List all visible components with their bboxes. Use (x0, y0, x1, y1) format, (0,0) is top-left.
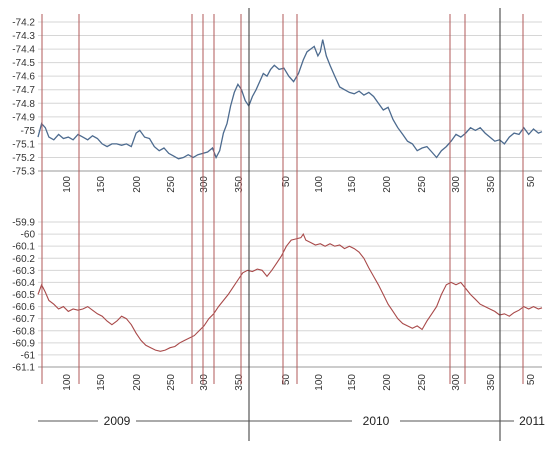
x-tick-label: 200 (132, 176, 143, 193)
y-tick-label: -60.4 (12, 278, 35, 289)
year-label: 2010 (363, 414, 390, 428)
x-tick-label: 250 (417, 176, 428, 193)
x-tick-label: 200 (132, 374, 143, 391)
y-tick-label: -74.2 (12, 18, 35, 29)
y-tick-label: -75 (21, 126, 36, 137)
year-label: 2011 (519, 414, 545, 428)
y-tick-label: -60.7 (12, 314, 35, 325)
vertical-marker-lines (41, 14, 524, 384)
x-tick-label: 350 (234, 374, 245, 391)
x-tick-label: 150 (347, 374, 358, 391)
x-tick-label: 200 (382, 176, 393, 193)
year-axis: 2009 2010 2011 (38, 8, 545, 441)
x-tick-label: 100 (314, 374, 325, 391)
x-tick-label: 200 (382, 374, 393, 391)
x-tick-label: 100 (62, 374, 73, 391)
x-tick-label: 150 (96, 176, 107, 193)
y-tick-label: -75.3 (12, 167, 35, 178)
x-tick-label: 300 (199, 374, 210, 391)
x-tick-label: 50 (281, 176, 292, 188)
y-tick-label: -60.3 (12, 266, 35, 277)
x-tick-label: 300 (199, 176, 210, 193)
x-tick-label: 250 (417, 374, 428, 391)
year-label: 2009 (104, 414, 131, 428)
y-tick-label: -60.8 (12, 326, 35, 337)
top-gridlines (38, 21, 542, 172)
x-tick-label: 350 (486, 374, 497, 391)
y-tick-label: -59.9 (12, 218, 35, 229)
top-x-tick-labels: 100 150 200 250 300 350 50 100 150 200 250 300 350 50 (62, 176, 537, 193)
bottom-y-tick-labels: -59.9-60-60.1-60.2-60.3-60.4-60.5-60.6-6… (12, 218, 35, 374)
bottom-x-tick-labels: 100 150 200 250 300 350 50 100 150 200 250 300 350 50 (62, 374, 537, 391)
x-tick-label: 50 (526, 176, 537, 188)
x-tick-label: 150 (347, 176, 358, 193)
y-tick-label: -75.2 (12, 153, 35, 164)
x-tick-label: 150 (96, 374, 107, 391)
top-panel: -74.2 -74.3 -74.4 -74.5 -74.6 -74.7 -74.8 -74.9… (12, 18, 543, 193)
x-tick-label: 350 (486, 176, 497, 193)
y-tick-label: -74.6 (12, 72, 35, 83)
y-tick-label: -60.5 (12, 290, 35, 301)
x-tick-label: 250 (166, 176, 177, 193)
x-tick-label: 50 (281, 374, 292, 386)
bottom-panel: -59.9-60-60.1-60.2-60.3-60.4-60.5-60.6-6… (12, 218, 543, 391)
top-series-line (37, 39, 543, 160)
x-tick-label: 300 (451, 374, 462, 391)
bottom-gridlines (38, 221, 542, 368)
bottom-series-line (37, 232, 543, 352)
y-tick-label: -75.1 (12, 139, 35, 150)
y-tick-label: -60 (21, 230, 36, 241)
top-y-tick-labels: -74.2 -74.3 -74.4 -74.5 -74.6 -74.7 -74.8 -74.9… (12, 18, 35, 178)
y-tick-label: -60.6 (12, 302, 35, 313)
y-tick-label: -74.9 (12, 112, 35, 123)
y-tick-label: -60.9 (12, 338, 35, 349)
y-tick-label: -60.1 (12, 242, 35, 253)
y-tick-label: -74.8 (12, 99, 35, 110)
y-tick-label: -60.2 (12, 254, 35, 265)
x-tick-label: 50 (526, 374, 537, 386)
y-tick-label: -74.3 (12, 31, 35, 42)
x-tick-label: 100 (62, 176, 73, 193)
x-tick-label: 300 (451, 176, 462, 193)
x-tick-label: 350 (234, 176, 245, 193)
y-tick-label: -74.5 (12, 58, 35, 69)
y-tick-label: -61.1 (12, 363, 35, 374)
y-tick-label: -74.4 (12, 45, 35, 56)
y-tick-label: -61 (21, 350, 36, 361)
x-tick-label: 250 (166, 374, 177, 391)
y-tick-label: -74.7 (12, 85, 35, 96)
x-tick-label: 100 (314, 176, 325, 193)
